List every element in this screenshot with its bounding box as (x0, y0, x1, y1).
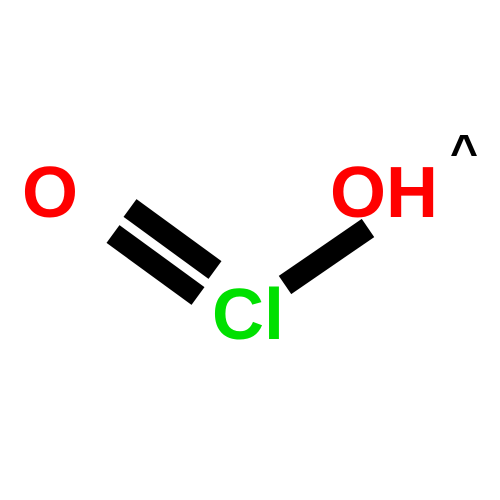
atom-oxygen-left: O (22, 153, 78, 233)
atom-chlorine: Cl (212, 275, 284, 355)
background (0, 0, 500, 500)
atom-hydroxyl: OH (330, 153, 438, 233)
molecule-diagram: O Cl OH ^ (0, 0, 500, 500)
caret-symbol: ^ (450, 126, 478, 179)
